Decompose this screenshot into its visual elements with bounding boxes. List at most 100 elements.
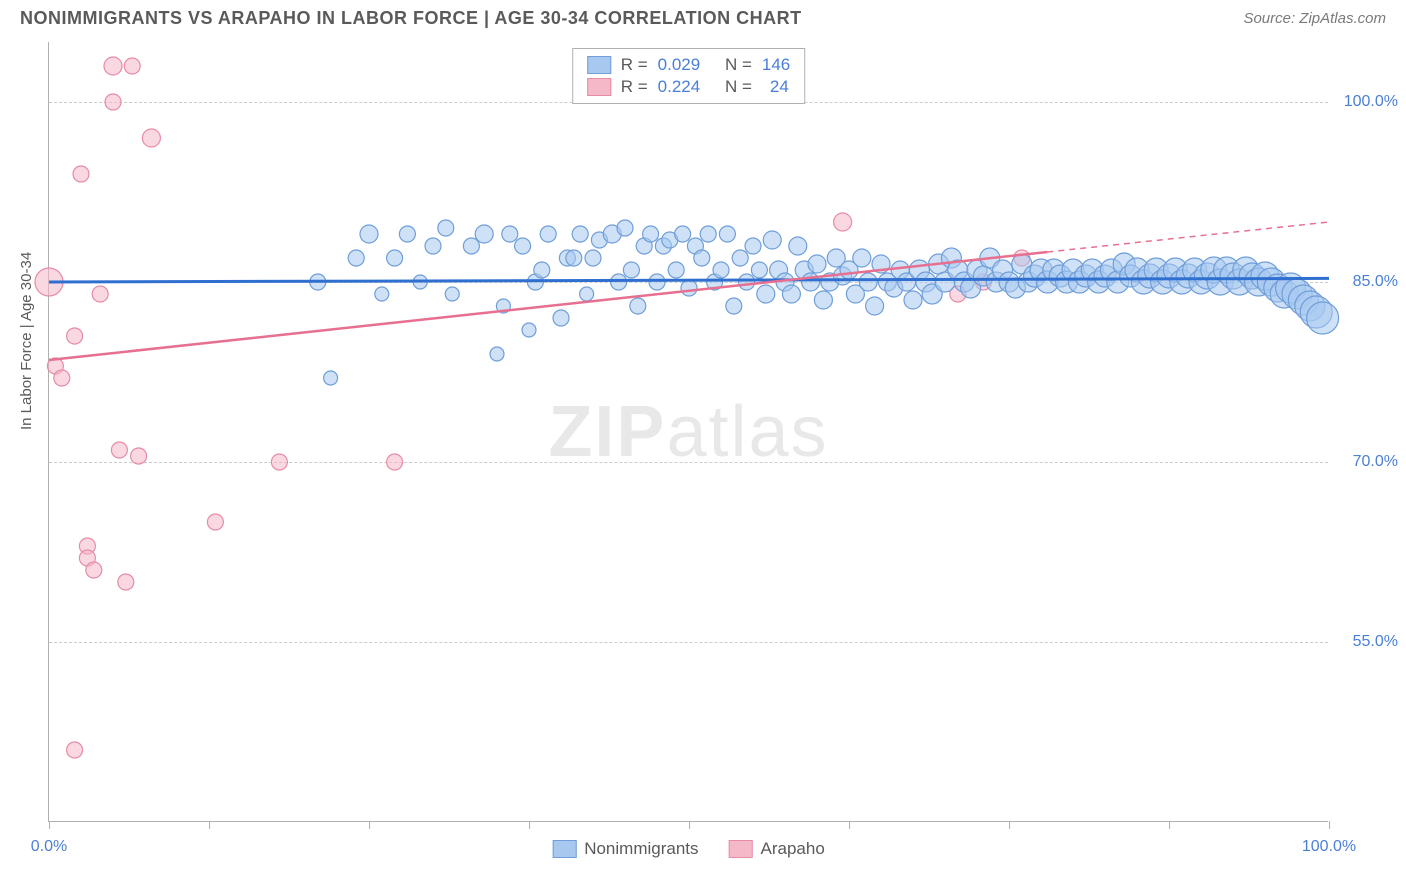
data-point — [866, 297, 884, 315]
data-point — [124, 58, 140, 74]
data-point — [502, 226, 518, 242]
data-point — [67, 742, 83, 758]
data-point — [763, 231, 781, 249]
x-tick — [529, 821, 530, 829]
data-point — [111, 442, 127, 458]
data-point — [553, 310, 569, 326]
data-point — [681, 280, 697, 296]
legend-label: Arapaho — [761, 839, 825, 859]
legend-swatch-nonimmigrants-2 — [552, 840, 576, 858]
data-point — [694, 250, 710, 266]
data-point — [86, 562, 102, 578]
x-tick — [689, 821, 690, 829]
x-tick — [1329, 821, 1330, 829]
data-point — [387, 250, 403, 266]
x-tick — [49, 821, 50, 829]
legend-n-value: 146 — [762, 55, 790, 75]
data-point — [668, 262, 684, 278]
data-point — [105, 94, 121, 110]
data-point — [649, 274, 665, 290]
data-point — [92, 286, 108, 302]
header-bar: NONIMMIGRANTS VS ARAPAHO IN LABOR FORCE … — [0, 0, 1406, 33]
data-point — [808, 255, 826, 273]
data-point — [853, 249, 871, 267]
legend-item-nonimmigrants: Nonimmigrants — [552, 839, 698, 859]
legend-n-value: 24 — [762, 77, 789, 97]
data-point — [757, 285, 775, 303]
data-point — [745, 238, 761, 254]
data-point — [142, 129, 160, 147]
data-point — [726, 298, 742, 314]
data-point — [463, 238, 479, 254]
legend-series: Nonimmigrants Arapaho — [552, 839, 825, 859]
data-point — [751, 262, 767, 278]
data-point — [1307, 302, 1339, 334]
y-axis-label: In Labor Force | Age 30-34 — [18, 252, 35, 430]
data-point — [611, 274, 627, 290]
data-point — [348, 250, 364, 266]
legend-stats-row-2: R = 0.224 N = 24 — [587, 77, 791, 97]
data-point — [475, 225, 493, 243]
data-point — [360, 225, 378, 243]
data-point — [425, 238, 441, 254]
x-tick — [1169, 821, 1170, 829]
data-point — [859, 273, 877, 291]
data-point — [617, 220, 633, 236]
data-point — [324, 371, 338, 385]
data-point — [732, 250, 748, 266]
data-point — [522, 323, 536, 337]
data-point — [118, 574, 134, 590]
data-point — [515, 238, 531, 254]
data-point — [534, 262, 550, 278]
legend-swatch-arapaho — [587, 78, 611, 96]
data-point — [54, 370, 70, 386]
legend-item-arapaho: Arapaho — [729, 839, 825, 859]
legend-stats-box: R = 0.029 N = 146 R = 0.224 N = 24 — [572, 48, 806, 104]
chart-plot-area: ZIPatlas R = 0.029 N = 146 R = 0.224 N =… — [48, 42, 1328, 822]
x-tick-label: 0.0% — [31, 838, 67, 856]
legend-swatch-arapaho-2 — [729, 840, 753, 858]
x-tick — [369, 821, 370, 829]
data-point — [719, 226, 735, 242]
data-point — [675, 226, 691, 242]
data-point — [643, 226, 659, 242]
legend-n-label: N = — [725, 77, 752, 97]
data-point — [814, 291, 832, 309]
y-tick-label: 55.0% — [1338, 633, 1398, 651]
data-point — [131, 448, 147, 464]
legend-stats-row-1: R = 0.029 N = 146 — [587, 55, 791, 75]
legend-r-label: R = — [621, 55, 648, 75]
source-attribution: Source: ZipAtlas.com — [1243, 10, 1386, 27]
data-point — [580, 287, 594, 301]
data-point — [566, 250, 582, 266]
y-tick-label: 100.0% — [1338, 93, 1398, 111]
y-tick-label: 70.0% — [1338, 453, 1398, 471]
data-point — [904, 291, 922, 309]
legend-label: Nonimmigrants — [584, 839, 698, 859]
data-point — [445, 287, 459, 301]
x-tick — [1009, 821, 1010, 829]
legend-r-value: 0.029 — [658, 55, 701, 75]
data-point — [630, 298, 646, 314]
y-tick-label: 85.0% — [1338, 273, 1398, 291]
data-point — [739, 274, 755, 290]
data-point — [700, 226, 716, 242]
data-point — [73, 166, 89, 182]
data-point — [540, 226, 556, 242]
data-point — [834, 213, 852, 231]
data-point — [104, 57, 122, 75]
data-point — [387, 454, 403, 470]
data-point — [399, 226, 415, 242]
data-point — [572, 226, 588, 242]
x-tick — [849, 821, 850, 829]
legend-r-label: R = — [621, 77, 648, 97]
data-point — [789, 237, 807, 255]
data-point — [585, 250, 601, 266]
x-tick — [209, 821, 210, 829]
data-point — [490, 347, 504, 361]
data-point — [782, 285, 800, 303]
data-point — [375, 287, 389, 301]
data-point — [67, 328, 83, 344]
regression-line — [1047, 222, 1329, 252]
chart-title: NONIMMIGRANTS VS ARAPAHO IN LABOR FORCE … — [20, 8, 802, 29]
